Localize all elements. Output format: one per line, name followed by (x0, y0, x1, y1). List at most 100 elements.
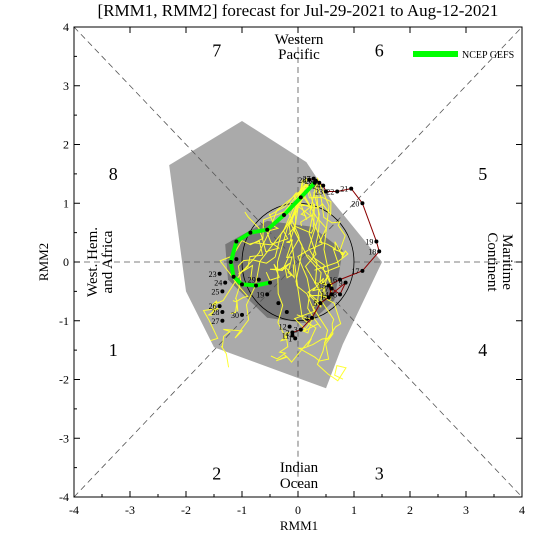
observed-point-label: 28 (298, 176, 306, 185)
observed-point-label: 2 (285, 329, 289, 338)
region-top-line2: Pacific (278, 47, 320, 63)
chart-title: [RMM1, RMM2] forecast for Jul-29-2021 to… (98, 1, 499, 20)
observed-point (360, 201, 365, 206)
observed-point-label: 20 (351, 199, 359, 208)
observed-point (335, 189, 340, 194)
observed-point (374, 239, 379, 244)
observed-point (307, 177, 312, 182)
ensemble-mean-point (312, 180, 317, 185)
phase-label: 4 (478, 340, 487, 360)
x-tick-label: -4 (69, 503, 79, 517)
forecast-point-label: 27 (211, 317, 219, 326)
ensemble-member-line (290, 183, 315, 334)
forecast-point (234, 257, 239, 262)
ensemble-member-line (202, 183, 310, 342)
observed-point-label: 27 (303, 175, 311, 184)
observed-point (338, 292, 342, 297)
ensemble-mean-point (282, 213, 286, 217)
phase-label: 2 (212, 464, 221, 484)
observed-point-label: 23 (315, 188, 323, 197)
ensemble-member-line (314, 184, 349, 271)
region-bottom-line2: Ocean (280, 476, 319, 492)
forecast-point (220, 289, 225, 294)
ensemble-mean-point (298, 195, 303, 200)
observed-point-label: 3 (294, 326, 298, 335)
y-tick-label: 4 (63, 20, 69, 34)
phase-label: 7 (212, 41, 221, 61)
y-tick-label: 1 (63, 196, 69, 210)
forecast-point (287, 324, 292, 329)
ensemble-mean-point (231, 274, 236, 279)
observed-point (318, 301, 323, 306)
forecast-point (240, 312, 244, 317)
observed-point (377, 249, 382, 254)
y-tick-label: -3 (59, 431, 69, 445)
ensemble-mean-point (248, 230, 253, 235)
forecast-point-label: 28 (211, 308, 219, 317)
observed-point (338, 277, 342, 282)
forecast-point-label: 24 (214, 279, 222, 288)
ensemble-member-line (276, 186, 317, 363)
y-axis-label: RMM2 (36, 243, 51, 281)
x-axis-label: RMM1 (280, 518, 318, 533)
ensemble-member-line (238, 183, 312, 280)
observed-point-label: 21 (340, 185, 348, 194)
observed-point-label: 7 (325, 284, 329, 293)
phase-label: 1 (109, 340, 118, 360)
forecast-point (217, 304, 222, 309)
x-tick-label: 0 (295, 503, 301, 517)
ensemble-mean-point (254, 283, 258, 288)
forecast-point (265, 292, 270, 297)
observed-point (360, 268, 365, 273)
observed-point-label: 16 (329, 276, 337, 285)
x-tick-label: 3 (463, 503, 469, 517)
observed-point-label: 4 (305, 314, 309, 323)
forecast-point-label: 11 (282, 331, 290, 340)
region-top-line1: Western (275, 32, 324, 48)
observed-point-label: 22 (326, 188, 334, 197)
x-tick-label: -3 (125, 503, 135, 517)
observed-point-label: 5 (313, 299, 317, 308)
observed-point-label: 6 (322, 293, 326, 302)
forecast-point-label: 23 (209, 270, 217, 279)
observed-point (349, 186, 354, 191)
region-right-line2: Continent (484, 232, 500, 292)
ensemble-mean-point (268, 280, 272, 285)
ensemble-member-line (303, 193, 345, 273)
x-tick-label: 1 (351, 503, 357, 517)
forecast-point (217, 271, 222, 276)
observed-point (329, 292, 334, 297)
ensemble-member-line (308, 191, 342, 362)
observed-point (317, 180, 322, 185)
forecast-point-label: 29 (248, 276, 256, 285)
observed-point (321, 183, 326, 188)
observed-point-label: 9 (339, 279, 343, 288)
forecast-point (276, 301, 281, 306)
observed-point (290, 330, 295, 335)
observed-point-label: 19 (365, 237, 373, 246)
ensemble-member-line (293, 179, 347, 382)
x-tick-label: 4 (519, 503, 525, 517)
y-tick-label: -2 (59, 373, 69, 387)
legend-label: NCEP GEFS (462, 50, 514, 61)
observed-point (326, 283, 331, 288)
forecast-point (220, 318, 225, 323)
y-tick-label: 3 (63, 79, 69, 93)
phase-label: 5 (478, 164, 487, 184)
forecast-point-label: 30 (231, 311, 239, 320)
y-tick-label: -1 (59, 314, 69, 328)
observed-point-label: 17 (351, 267, 359, 276)
observed-point (343, 280, 348, 285)
ensemble-member-line (220, 184, 312, 368)
region-right-line1: Maritime (499, 234, 515, 290)
observed-point-label: 1 (288, 334, 292, 343)
observed-point (311, 176, 316, 181)
forecast-point (290, 333, 295, 338)
phase-label: 8 (109, 164, 118, 184)
forecast-point-label: 25 (211, 287, 219, 296)
observed-point-label: 8 (333, 290, 337, 299)
y-tick-label: 2 (63, 138, 69, 152)
ensemble-member-line (288, 182, 316, 236)
observed-point (329, 286, 334, 291)
